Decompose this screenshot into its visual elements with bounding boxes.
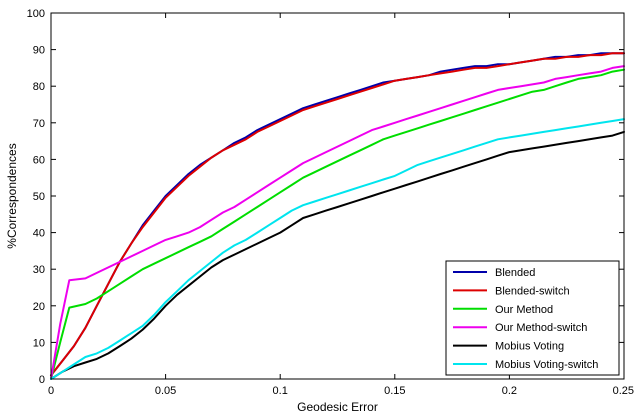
series-line-6 xyxy=(50,118,625,380)
y-tick-label: 50 xyxy=(33,191,45,203)
legend-label: Mobius Voting xyxy=(495,341,564,353)
legend-box xyxy=(445,260,620,376)
series-line-3 xyxy=(50,68,625,380)
series-line-4 xyxy=(50,65,625,380)
y-tick-label: 100 xyxy=(27,8,45,20)
legend: Blended Blended-switch Our Method Our Metho… xyxy=(445,260,620,376)
legend-label: Blended-switch xyxy=(495,285,570,297)
y-tick-label: 30 xyxy=(33,264,45,276)
tick-layer: 0 10 20 30 40 50 60 70 80 90 100 0 0.05 0.1 0.15 0.2 0.2… xyxy=(27,8,634,397)
y-axis-title: %Correspondences xyxy=(5,143,19,248)
x-tick-label: 0.15 xyxy=(384,385,405,397)
y-tick-label: 80 xyxy=(33,81,45,93)
y-tick-label: 60 xyxy=(33,154,45,166)
x-tick-label: 0.1 xyxy=(273,385,288,397)
legend-label: Our Method-switch xyxy=(495,322,587,334)
series-line-2 xyxy=(50,52,625,377)
legend-label: Blended xyxy=(495,267,535,279)
x-tick-label: 0 xyxy=(48,385,54,397)
x-tick-label: 0.05 xyxy=(155,385,176,397)
legend-label: Mobius Voting-switch xyxy=(495,359,598,371)
x-tick-label: 0.2 xyxy=(502,385,517,397)
series-line-5 xyxy=(50,130,625,380)
y-tick-label: 10 xyxy=(33,337,45,349)
legend-label: Our Method xyxy=(495,304,553,316)
y-tick-label: 70 xyxy=(33,118,45,130)
plot-area-frame xyxy=(50,12,625,380)
series-layer xyxy=(50,52,625,380)
x-tick-label: 0.25 xyxy=(613,385,634,397)
y-tick-label: 90 xyxy=(33,45,45,57)
y-tick-label: 40 xyxy=(33,228,45,240)
y-tick-label: 20 xyxy=(33,301,45,313)
y-tick-label: 0 xyxy=(39,374,45,386)
x-axis-title: Geodesic Error xyxy=(297,400,378,414)
